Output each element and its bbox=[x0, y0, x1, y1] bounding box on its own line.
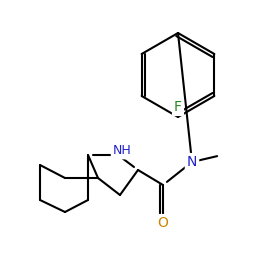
Text: NH: NH bbox=[113, 145, 131, 158]
Text: F: F bbox=[174, 100, 182, 114]
Text: N: N bbox=[187, 155, 197, 169]
Text: O: O bbox=[158, 216, 168, 230]
